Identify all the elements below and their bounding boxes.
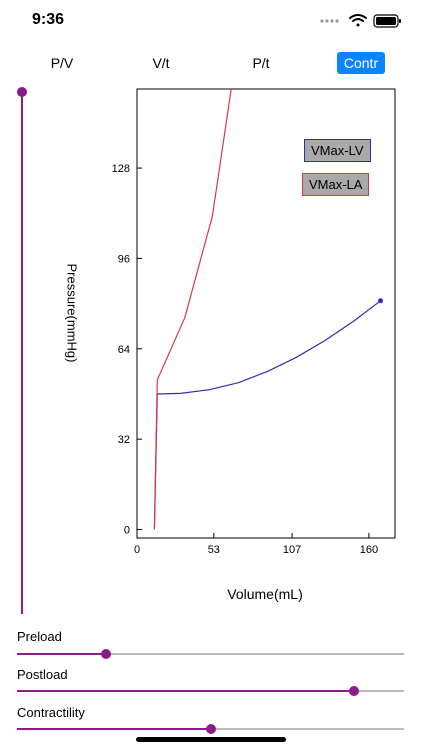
- tab-contr[interactable]: Contr: [337, 52, 385, 74]
- series-line-vmax-la: [153, 89, 232, 530]
- status-time: 9:36: [32, 11, 65, 28]
- x-tick-label-0: 0: [134, 544, 140, 556]
- contractility-label: Contractility: [17, 705, 85, 720]
- y-tick-label-3: 96: [118, 253, 130, 265]
- legend-vmax-lv: VMax-LV: [304, 139, 371, 162]
- tab-pt[interactable]: P/t: [252, 55, 270, 71]
- wifi-icon: [349, 14, 367, 27]
- x-axis-label: Volume(mL): [227, 586, 303, 602]
- x-tick-label-1: 53: [208, 544, 220, 556]
- x-tick-label-2: 107: [283, 544, 301, 556]
- signal-icon: [320, 19, 339, 23]
- preload-label: Preload: [17, 629, 62, 644]
- series-line-vmax-lv: [153, 300, 381, 530]
- vertical-slider-thumb[interactable]: [17, 87, 27, 97]
- postload-slider-thumb[interactable]: [348, 686, 359, 696]
- y-tick-label-0: 0: [124, 525, 130, 537]
- status-icons: [320, 14, 401, 28]
- y-tick-label-2: 64: [118, 344, 130, 356]
- y-tick-label-4: 128: [112, 163, 130, 175]
- contractility-slider-thumb[interactable]: [205, 724, 216, 734]
- legend-vmax-la: VMax-LA: [302, 173, 370, 196]
- contractility-slider[interactable]: [17, 723, 404, 735]
- battery-icon: [373, 14, 401, 28]
- y-tick-label-1: 32: [118, 434, 130, 446]
- tab-vt[interactable]: V/t: [152, 55, 170, 71]
- vertical-slider-track[interactable]: [21, 92, 23, 614]
- plot-frame: [136, 88, 396, 539]
- series-end-point-vmax-lv: [378, 298, 384, 304]
- postload-label: Postload: [17, 667, 68, 682]
- preload-slider-thumb[interactable]: [101, 649, 111, 659]
- pressure-volume-chart: 0 32 64 96 128 0 53 107 160: [112, 88, 396, 556]
- x-tick-label-3: 160: [360, 544, 378, 556]
- preload-slider[interactable]: [17, 648, 404, 660]
- home-indicator: [136, 737, 286, 742]
- tab-pv[interactable]: P/V: [50, 55, 74, 71]
- postload-slider[interactable]: [17, 685, 404, 697]
